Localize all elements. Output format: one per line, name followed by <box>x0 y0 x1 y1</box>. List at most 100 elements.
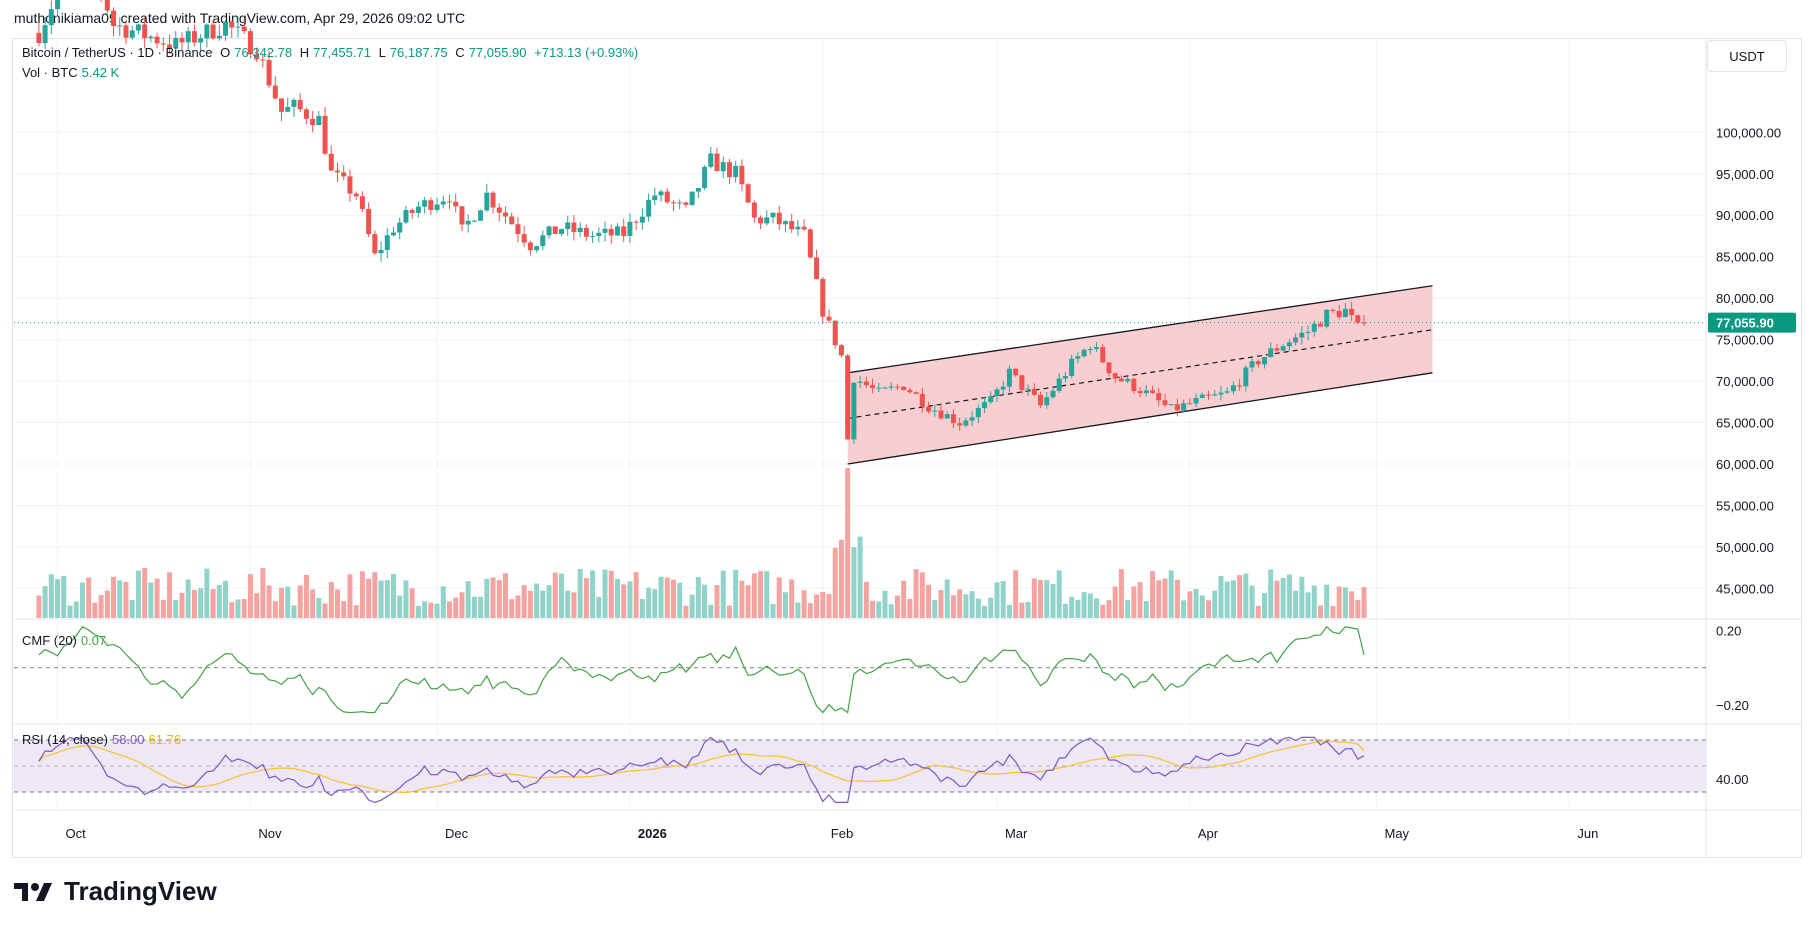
candle-body <box>347 176 353 194</box>
candle-body <box>664 191 670 203</box>
volume-bar <box>285 586 291 618</box>
volume-bar <box>515 595 521 618</box>
candle-body <box>1274 348 1280 351</box>
candle-body <box>733 165 739 178</box>
volume-bar <box>546 585 552 618</box>
candle-body <box>223 21 229 36</box>
volume-bar <box>502 573 508 618</box>
volume-label[interactable]: Vol · BTC <box>22 65 78 80</box>
candle-body <box>1056 378 1062 391</box>
cmf-label[interactable]: CMF (20) <box>22 633 77 648</box>
candle-body <box>465 220 471 225</box>
price-axis-label: 80,000.00 <box>1716 291 1774 306</box>
candle-body <box>814 257 820 280</box>
candle-body <box>1206 394 1212 396</box>
volume-bar <box>1324 584 1330 618</box>
volume-bar <box>154 578 160 618</box>
candle-body <box>820 279 826 317</box>
candle-body <box>919 393 925 407</box>
candle-body <box>534 246 540 251</box>
currency-button[interactable]: USDT <box>1707 40 1787 72</box>
volume-bar <box>558 573 564 618</box>
volume-bar <box>440 586 446 618</box>
candle-body <box>1268 348 1274 358</box>
volume-bar <box>726 605 732 618</box>
volume-bar <box>471 596 477 618</box>
candle-body <box>1305 331 1311 333</box>
candle-body <box>944 414 950 419</box>
candle-body <box>832 320 838 346</box>
high-label: H <box>299 45 310 60</box>
volume-bar <box>863 581 869 618</box>
candle-body <box>720 162 726 172</box>
candle-body <box>552 226 558 234</box>
time-axis-label: Oct <box>66 826 87 841</box>
candle-body <box>1025 388 1031 390</box>
close-value: 77,055.90 <box>468 45 527 60</box>
volume-bar <box>303 574 309 618</box>
volume-bar <box>92 602 98 618</box>
volume-bar <box>1087 593 1093 618</box>
volume-bar <box>820 591 826 618</box>
volume-bar <box>950 595 956 618</box>
candle-body <box>963 420 969 426</box>
candle-body <box>1050 390 1056 398</box>
volume-bar <box>845 468 851 618</box>
volume-bar <box>932 599 938 618</box>
volume-bar <box>459 592 465 618</box>
volume-bar <box>702 584 708 618</box>
volume-bar <box>1069 596 1075 618</box>
candle-body <box>1330 309 1336 312</box>
volume-bar <box>316 597 322 618</box>
time-axis-label: Jun <box>1577 826 1598 841</box>
candle-body <box>894 386 900 388</box>
candle-body <box>1255 361 1261 365</box>
symbol-name[interactable]: Bitcoin / TetherUS · 1D · Binance <box>22 45 213 60</box>
candle-body <box>446 201 452 203</box>
volume-bar <box>708 604 714 618</box>
candle-body <box>123 25 129 38</box>
candle-body <box>546 226 552 236</box>
chart-credit: muthonikiama09 created with TradingView.… <box>14 10 466 26</box>
candle-body <box>1118 378 1124 382</box>
volume-bar <box>969 591 975 618</box>
rsi-label[interactable]: RSI (14, close) <box>22 732 108 747</box>
time-axis-label: Nov <box>258 826 282 841</box>
volume-bar <box>733 569 739 618</box>
candle-body <box>565 222 571 230</box>
volume-bar <box>104 590 110 618</box>
candle-body <box>198 38 204 43</box>
candle-body <box>428 200 434 210</box>
volume-bar <box>876 601 882 618</box>
candle-body <box>1087 348 1093 350</box>
volume-bar <box>1168 570 1174 618</box>
candle-body <box>1150 390 1156 394</box>
tradingview-brand[interactable]: TradingView <box>14 876 217 907</box>
volume-bar <box>372 572 378 618</box>
candle-body <box>1069 358 1075 376</box>
volume-bar <box>838 539 844 618</box>
volume-bar <box>1075 599 1081 618</box>
candle-body <box>639 216 645 223</box>
rsi-axis-label: 40.00 <box>1716 772 1749 787</box>
volume-bar <box>79 582 85 618</box>
candle-body <box>515 224 521 235</box>
volume-bar <box>621 584 627 618</box>
price-axis-label: 95,000.00 <box>1716 167 1774 182</box>
candle-body <box>683 202 689 205</box>
candle-body <box>1262 357 1268 365</box>
volume-bar <box>963 594 969 618</box>
volume-bar <box>484 578 490 618</box>
candle-body <box>310 118 316 126</box>
volume-bar <box>1100 604 1106 618</box>
volume-bar <box>235 599 241 618</box>
high-value: 77,455.71 <box>313 45 371 60</box>
volume-bar <box>1044 580 1050 618</box>
volume-bar <box>714 585 720 618</box>
candle-body <box>932 410 938 412</box>
volume-bar <box>1013 570 1019 618</box>
rsi-line <box>38 736 1365 804</box>
volume-bar <box>1143 601 1149 618</box>
candle-body <box>1212 394 1218 396</box>
